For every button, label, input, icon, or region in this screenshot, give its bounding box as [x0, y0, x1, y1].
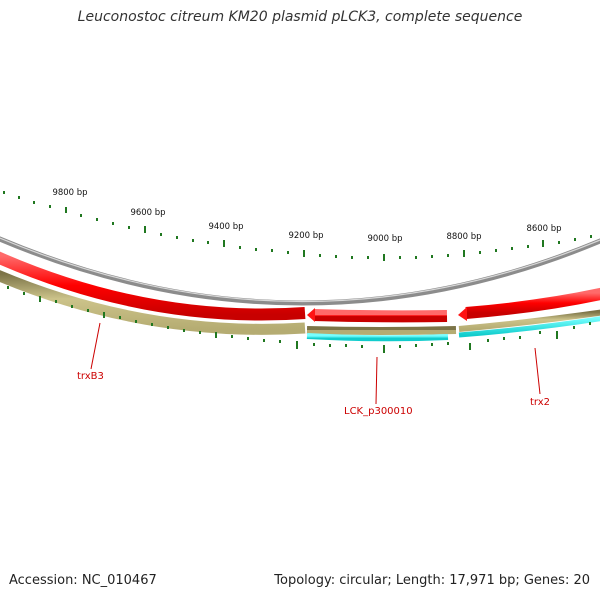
- ruler-label: 9600 bp: [130, 208, 165, 218]
- gene-arrowhead-middle: [307, 308, 315, 322]
- gene-track-highlight-middle: [306, 333, 449, 342]
- accession-text: Accession: NC_010467: [9, 573, 157, 588]
- plasmid-backbone-highlight: [0, 237, 600, 303]
- gene-track-forward-middle: [313, 309, 448, 323]
- ruler-label: 8600 bp: [526, 224, 561, 234]
- ruler-label: 8800 bp: [446, 232, 481, 242]
- gene-label-leader-trx2: [534, 347, 541, 395]
- ruler-label: 9400 bp: [208, 222, 243, 232]
- ruler-label: 9000 bp: [367, 234, 402, 244]
- ruler-label: 9800 bp: [52, 188, 87, 198]
- gene-track-forward-right: [465, 287, 600, 319]
- gene-label-lck-p300010: LCK_p300010: [344, 406, 413, 417]
- gene-label-leader-lck-p300010: [375, 356, 378, 405]
- plasmid-backbone: [0, 236, 600, 306]
- gene-label-trxb3: trxB3: [77, 371, 104, 382]
- gene-track-forward-left: [0, 251, 306, 321]
- gene-track-highlight-right: [458, 316, 600, 338]
- ruler-label: 9200 bp: [288, 231, 323, 241]
- ruler-ticks-inner: [7, 286, 591, 353]
- gene-label-leader-trxb3: [90, 322, 101, 370]
- gene-track-reverse-right: [458, 309, 600, 332]
- ruler-ticks-outer: [3, 191, 592, 261]
- topology-summary: Topology: circular; Length: 17,971 bp; G…: [274, 573, 590, 588]
- gene-label-trx2: trx2: [530, 397, 550, 408]
- gene-arrowhead-right: [458, 307, 467, 321]
- gene-track-reverse-middle: [306, 326, 457, 335]
- gene-track-reverse-left: [0, 270, 306, 335]
- map-title: Leuconostoc citreum KM20 plasmid pLCK3, …: [77, 9, 523, 25]
